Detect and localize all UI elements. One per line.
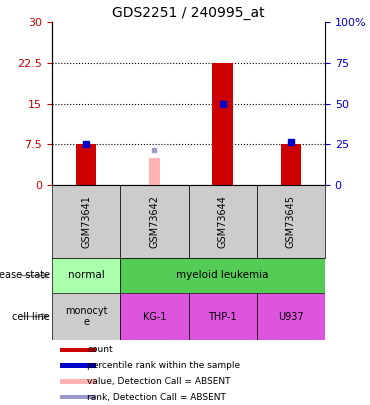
Bar (212, 63, 233, 185)
Text: disease state: disease state (0, 271, 50, 281)
Text: GSM73641: GSM73641 (81, 195, 91, 248)
Text: GSM73645: GSM73645 (286, 195, 296, 248)
Text: rank, Detection Call = ABSENT: rank, Detection Call = ABSENT (87, 392, 226, 402)
Bar (120, 293, 188, 340)
Text: U937: U937 (278, 311, 304, 322)
Bar (76, 144, 96, 185)
Text: myeloid leukemia: myeloid leukemia (176, 271, 269, 281)
Bar (60, 363, 97, 368)
Text: KG-1: KG-1 (142, 311, 166, 322)
Text: percentile rank within the sample: percentile rank within the sample (87, 361, 240, 370)
Bar (120, 258, 325, 293)
Text: monocyt
e: monocyt e (65, 306, 107, 327)
Bar (257, 185, 325, 258)
Text: GSM73642: GSM73642 (149, 195, 159, 248)
Bar (280, 144, 301, 185)
Text: normal: normal (68, 271, 104, 281)
Bar (60, 379, 97, 384)
Text: count: count (87, 345, 113, 354)
Bar (149, 158, 160, 185)
Bar (188, 293, 257, 340)
Text: GSM73644: GSM73644 (218, 195, 228, 248)
Title: GDS2251 / 240995_at: GDS2251 / 240995_at (112, 6, 265, 19)
Bar (60, 395, 97, 399)
Bar (52, 293, 120, 340)
Bar (52, 258, 120, 293)
Text: THP-1: THP-1 (208, 311, 237, 322)
Bar (120, 185, 188, 258)
Bar (257, 293, 325, 340)
Bar (60, 347, 97, 352)
Bar (188, 185, 257, 258)
Bar (52, 185, 120, 258)
Text: cell line: cell line (13, 311, 50, 322)
Text: value, Detection Call = ABSENT: value, Detection Call = ABSENT (87, 377, 231, 386)
